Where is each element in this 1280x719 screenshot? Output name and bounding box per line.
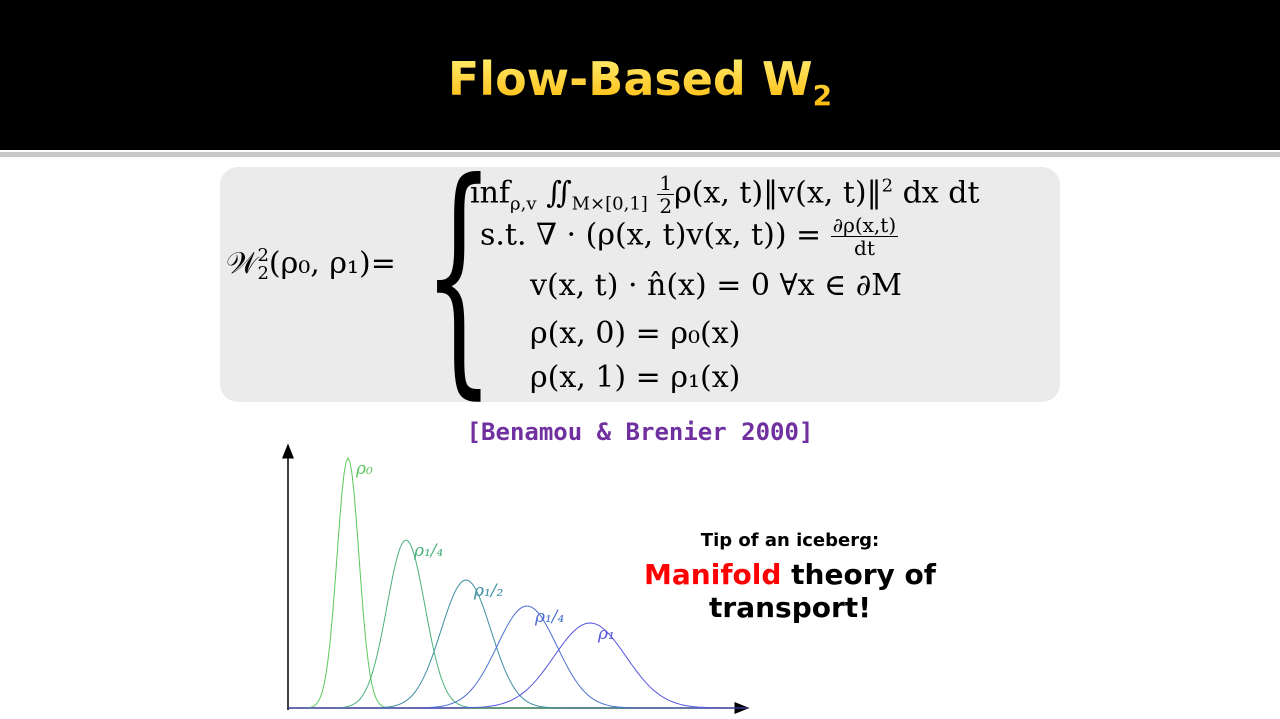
symbol: 𝒲 — [226, 246, 258, 281]
equation-line: infρ,v ∬M×[0,1] 1 2 ρ(x, t)‖v(x, t)‖2 dx d… — [470, 172, 980, 217]
arguments: (ρ₀, ρ₁)= — [268, 246, 396, 281]
header-rule — [0, 152, 1280, 157]
note-emphasis: Manifold theory of transport! — [560, 558, 1020, 624]
curve-label: ρ₁/₄ — [534, 607, 565, 627]
numerator: ∂ρ(x,t) — [830, 213, 899, 237]
subscript: 2 — [257, 263, 269, 284]
integral: ∬ — [546, 175, 572, 211]
differentials: dx dt — [902, 175, 980, 211]
highlight: Manifold — [644, 558, 782, 591]
curve-label: ρ₁ — [597, 624, 615, 644]
superscript: 2 — [257, 245, 269, 266]
equation-line: ρ(x, 1) = ρ₁(x) — [530, 360, 741, 395]
equation-line: v(x, t) · n̂(x) = 0 ∀x ∈ ∂M — [530, 268, 903, 303]
curve-label: ρ₁/₂ — [473, 581, 504, 601]
inf: inf — [470, 175, 511, 211]
equation-line: ρ(x, 0) = ρ₀(x) — [530, 316, 741, 351]
integral-subscript: M×[0,1] — [571, 193, 648, 215]
equation-box — [220, 167, 1060, 402]
brace: { — [423, 129, 495, 420]
density-curve — [288, 622, 748, 709]
numerator: 1 — [657, 171, 675, 195]
superscript: 2 — [881, 175, 894, 197]
citation: [Benamou & Brenier 2000] — [466, 418, 814, 446]
constraint: s.t. ∇ · (ρ(x, t)v(x, t)) = — [480, 217, 822, 253]
note-text: theory of transport! — [709, 558, 936, 624]
equation-line: s.t. ∇ · (ρ(x, t)v(x, t)) = ∂ρ(x,t) dt — [480, 213, 899, 260]
inf-subscript: ρ,v — [510, 193, 537, 215]
curve-label: ρ₁/₄ — [413, 541, 444, 561]
denominator: dt — [854, 236, 875, 260]
header-bar — [0, 0, 1280, 150]
integrand: ρ(x, t)‖v(x, t)‖ — [674, 175, 882, 211]
equation-lhs: 𝒲 2 2 (ρ₀, ρ₁)= — [226, 246, 396, 283]
denominator: 2 — [659, 194, 673, 218]
note: Tip of an iceberg: — [700, 530, 880, 551]
curve-label: ρ₀ — [355, 459, 373, 479]
